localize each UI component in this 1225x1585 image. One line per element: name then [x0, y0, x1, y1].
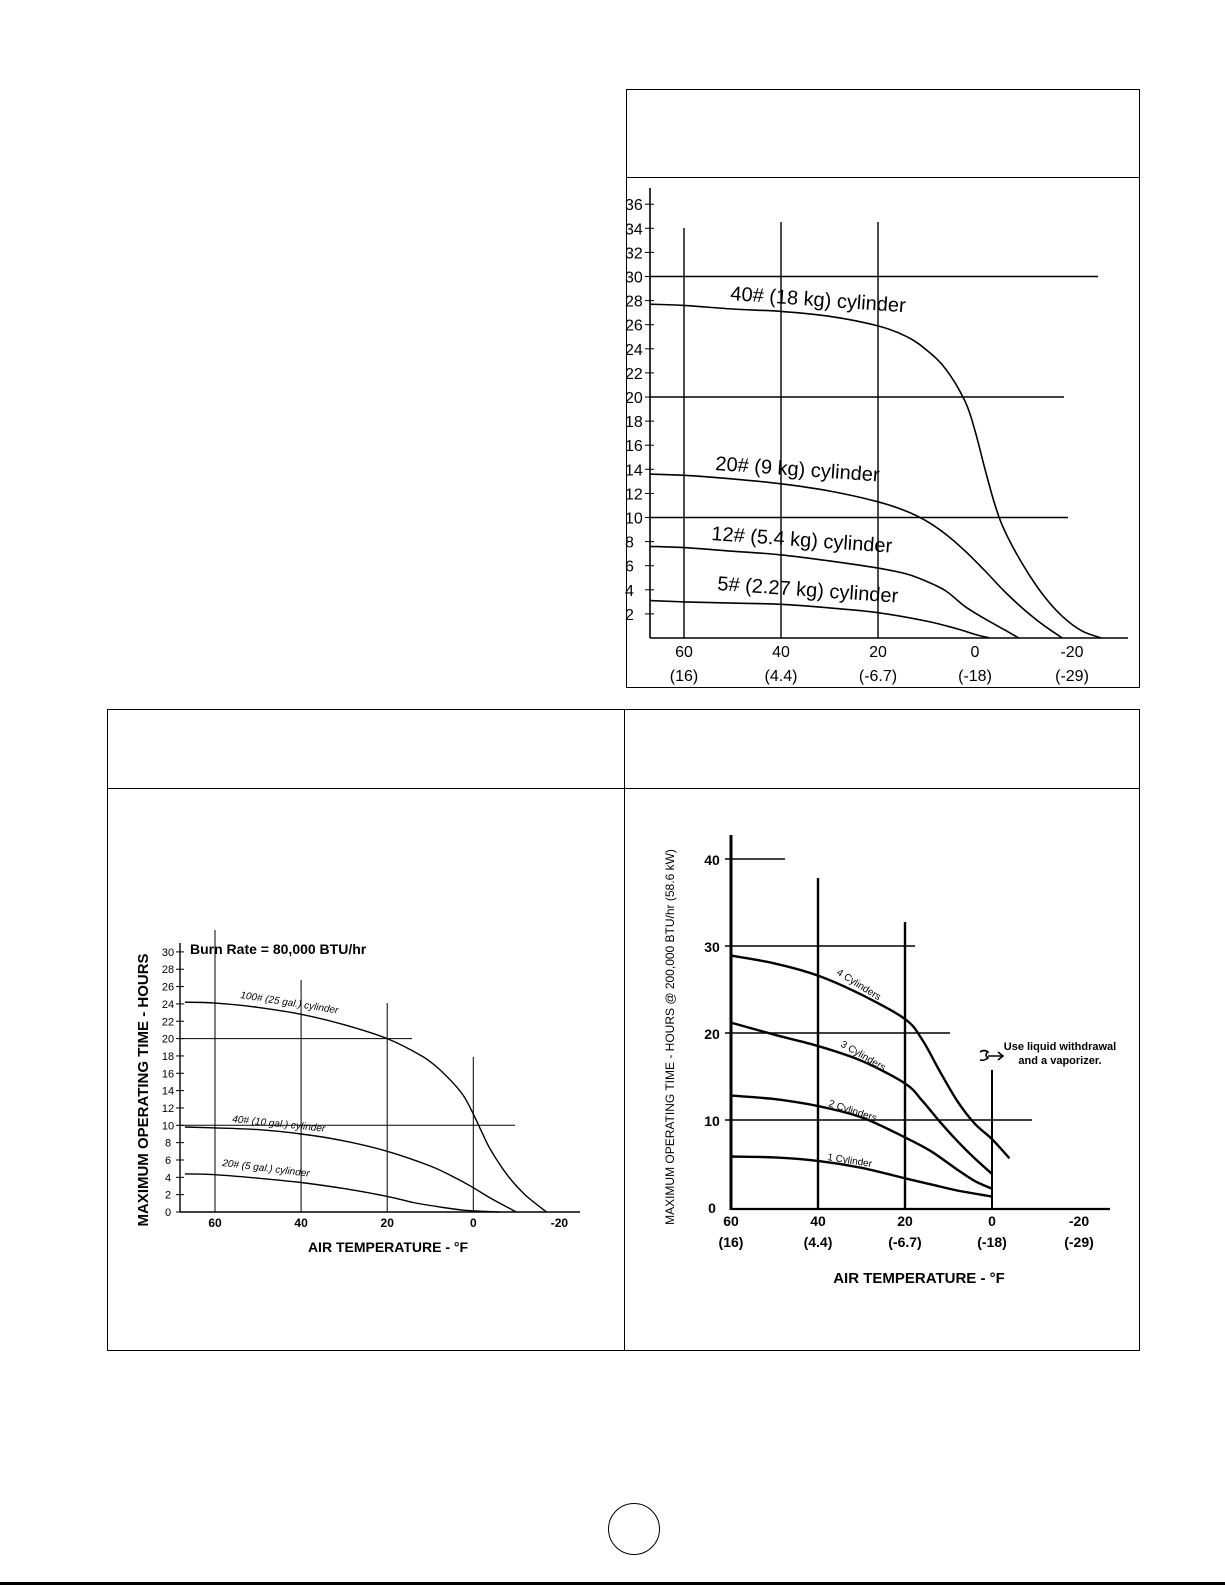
y-tick-label: 20	[162, 1034, 174, 1046]
y-tick-label: 6	[165, 1155, 171, 1167]
y-tick-label: 2	[165, 1190, 171, 1202]
y-tick-label: 4	[625, 583, 634, 600]
y-tick-label: 28	[625, 294, 643, 311]
arrow-icon	[979, 1049, 1005, 1062]
series-line	[184, 1173, 500, 1213]
x-tick-label: 60	[675, 644, 693, 661]
y-tick-label: 8	[165, 1138, 171, 1150]
series-line	[730, 1021, 993, 1175]
bottom-panel-frame	[107, 709, 1140, 1351]
x-tick-label: 60	[208, 1216, 222, 1230]
y-tick-label: 4	[165, 1172, 171, 1184]
bottom-panel-header	[107, 709, 1140, 789]
bottom-panel-divider	[624, 709, 625, 1351]
x-tick-sublabel: (4.4)	[765, 668, 798, 685]
y-tick-label: 28	[162, 964, 174, 976]
x-tick-sublabel: (16)	[719, 1234, 744, 1250]
y-tick-label: 30	[162, 947, 174, 959]
x-tick-label: -20	[1069, 1213, 1089, 1229]
x-tick-label: 20	[381, 1216, 395, 1230]
page-number-circle	[608, 1503, 660, 1555]
y-tick-label: 20	[625, 390, 643, 407]
y-tick-label: 2	[625, 607, 634, 624]
chart2-title: Burn Rate = 80,000 BTU/hr	[190, 941, 367, 957]
series-line	[184, 1001, 547, 1213]
x-tick-label: 0	[988, 1213, 996, 1229]
chart2-xlabel: AIR TEMPERATURE - °F	[308, 1239, 469, 1255]
y-tick-label: 36	[625, 197, 643, 214]
chart3-ylabel: MAXIMUM OPERATING TIME - HOURS @ 200,000…	[663, 849, 677, 1225]
series-line	[730, 1094, 993, 1190]
x-tick-sublabel: (-29)	[1064, 1234, 1094, 1250]
vaporizer-note-line2: and a vaporizer.	[1018, 1055, 1101, 1067]
y-tick-label: 16	[625, 438, 643, 455]
y-tick-label: 30	[625, 270, 643, 287]
x-tick-label: -20	[551, 1216, 569, 1230]
y-tick-label: 24	[162, 999, 174, 1011]
y-tick-label: 34	[625, 221, 643, 238]
y-tick-label: 8	[625, 535, 634, 552]
x-tick-sublabel: (-18)	[977, 1234, 1007, 1250]
x-tick-label: -20	[1060, 644, 1083, 661]
series-line	[184, 1126, 517, 1213]
x-tick-label: 0	[470, 1216, 477, 1230]
top-chart-frame	[626, 89, 1140, 688]
vaporizer-note: Use liquid withdrawal and a vaporizer.	[979, 1041, 1116, 1067]
top-chart-header	[626, 89, 1140, 178]
bottom-rule	[0, 1582, 1225, 1585]
y-tick-label: 10	[162, 1120, 174, 1132]
y-tick-label: 0	[165, 1207, 171, 1219]
chart2-ylabel: MAXIMUM OPERATING TIME - HOURS	[135, 953, 152, 1226]
y-tick-label: 26	[625, 318, 643, 335]
x-tick-sublabel: (-6.7)	[859, 668, 897, 685]
y-tick-label: 10	[625, 511, 643, 528]
series-line	[649, 599, 990, 639]
series-label: 3 Cylinders	[839, 1039, 888, 1074]
y-tick-label: 40	[704, 852, 720, 868]
series-line	[730, 954, 1011, 1160]
chart3-xlabel: AIR TEMPERATURE - °F	[833, 1270, 1005, 1287]
y-tick-label: 12	[625, 486, 643, 503]
y-tick-label: 18	[162, 1051, 174, 1063]
x-tick-label: 40	[294, 1216, 308, 1230]
y-tick-label: 14	[625, 462, 643, 479]
series-line	[649, 473, 1063, 639]
y-tick-label: 26	[162, 982, 174, 994]
y-tick-label: 12	[162, 1103, 174, 1115]
y-tick-label: 14	[162, 1086, 174, 1098]
x-tick-sublabel: (16)	[670, 668, 698, 685]
x-tick-label: 20	[897, 1213, 913, 1229]
x-tick-sublabel: (-18)	[958, 668, 992, 685]
y-tick-label: 18	[625, 414, 643, 431]
x-tick-sublabel: (4.4)	[804, 1234, 833, 1250]
series-line	[649, 303, 1102, 639]
vaporizer-note-line1: Use liquid withdrawal	[1004, 1041, 1116, 1053]
y-tick-label: 30	[704, 939, 720, 955]
y-tick-label: 6	[625, 559, 634, 576]
x-tick-label: 0	[971, 644, 980, 661]
series-line	[730, 1155, 993, 1198]
y-tick-label: 16	[162, 1068, 174, 1080]
y-tick-label: 20	[704, 1026, 720, 1042]
x-tick-sublabel: (-29)	[1055, 668, 1089, 685]
y-tick-label: 22	[162, 1016, 174, 1028]
y-tick-label: 24	[625, 342, 643, 359]
x-tick-sublabel: (-6.7)	[888, 1234, 921, 1250]
y-tick-label: 32	[625, 245, 643, 262]
vaporizer-note-text: Use liquid withdrawal and a vaporizer.	[1004, 1041, 1116, 1067]
x-tick-label: 40	[772, 644, 790, 661]
y-tick-label: 10	[704, 1113, 720, 1129]
y-tick-label: 0	[708, 1200, 716, 1216]
y-tick-label: 22	[625, 366, 643, 383]
x-tick-label: 40	[810, 1213, 826, 1229]
x-tick-label: 20	[869, 644, 887, 661]
series-label: 1 Cylinder	[827, 1152, 874, 1170]
x-tick-label: 60	[723, 1213, 739, 1229]
series-line	[649, 545, 1020, 639]
